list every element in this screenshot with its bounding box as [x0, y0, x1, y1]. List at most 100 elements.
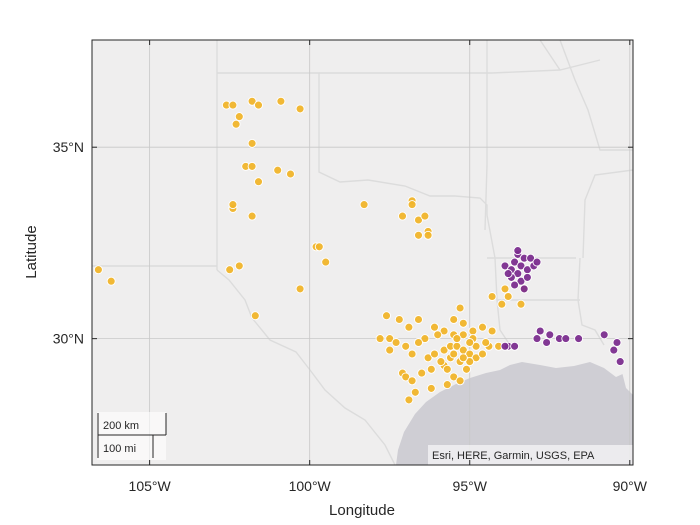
map-point-series-1[interactable] [417, 368, 427, 378]
map-point-series-1[interactable] [225, 265, 235, 275]
map-point-series-1[interactable] [430, 322, 439, 332]
map-point-series-2[interactable] [516, 261, 526, 271]
map-point-series-2[interactable] [561, 334, 571, 344]
map-point-series-2[interactable] [535, 326, 545, 336]
map-point-series-1[interactable] [228, 200, 238, 210]
map-point-series-1[interactable] [455, 376, 465, 386]
map-point-series-1[interactable] [487, 292, 497, 301]
map-point-series-1[interactable] [407, 200, 417, 210]
map-point-series-1[interactable] [433, 330, 443, 340]
map-point-series-2[interactable] [545, 330, 555, 340]
map-point-series-1[interactable] [401, 341, 411, 351]
map-point-series-1[interactable] [404, 395, 414, 405]
map-point-series-1[interactable] [468, 326, 478, 336]
map-point-series-2[interactable] [599, 330, 609, 340]
map-point-series-2[interactable] [510, 341, 520, 351]
map-point-series-1[interactable] [430, 349, 439, 359]
map-point-series-1[interactable] [359, 200, 369, 210]
map-point-series-1[interactable] [276, 96, 286, 106]
map-point-series-1[interactable] [449, 315, 459, 324]
map-point-series-2[interactable] [516, 276, 526, 286]
map-point-series-1[interactable] [516, 299, 526, 309]
map-point-series-2[interactable] [532, 257, 542, 267]
map-point-series-1[interactable] [465, 357, 475, 367]
map-point-series-2[interactable] [503, 269, 513, 279]
map-point-series-2[interactable] [513, 269, 523, 279]
map-point-series-1[interactable] [254, 100, 263, 110]
map-point-series-1[interactable] [231, 119, 241, 129]
map-point-series-1[interactable] [462, 364, 471, 374]
map-point-series-1[interactable] [458, 353, 468, 363]
map-point-series-1[interactable] [295, 104, 305, 114]
map-point-series-2[interactable] [574, 334, 584, 344]
map-point-series-1[interactable] [106, 276, 116, 286]
map-point-series-2[interactable] [510, 280, 520, 290]
map-point-series-1[interactable] [503, 292, 513, 301]
map-point-series-1[interactable] [478, 322, 487, 332]
map-point-series-1[interactable] [414, 315, 423, 324]
map-point-series-1[interactable] [314, 242, 324, 252]
map-point-series-1[interactable] [375, 334, 385, 344]
map-point-series-1[interactable] [423, 353, 433, 363]
map-point-series-1[interactable] [391, 338, 401, 347]
map-point-series-1[interactable] [407, 349, 417, 359]
map-point-series-1[interactable] [487, 326, 497, 336]
map-point-series-1[interactable] [398, 211, 407, 221]
map-point-series-1[interactable] [442, 380, 452, 390]
map-point-series-1[interactable] [410, 387, 420, 397]
map-point-series-2[interactable] [510, 257, 520, 267]
map-point-series-1[interactable] [414, 338, 423, 347]
map-point-series-1[interactable] [385, 345, 395, 355]
map-point-series-1[interactable] [497, 299, 507, 309]
map-point-series-1[interactable] [449, 372, 459, 382]
map-point-series-1[interactable] [465, 338, 475, 347]
map-point-series-1[interactable] [414, 230, 423, 240]
map-point-series-2[interactable] [522, 272, 532, 282]
map-point-series-1[interactable] [247, 96, 257, 106]
map-point-series-2[interactable] [609, 345, 619, 355]
map-point-series-1[interactable] [442, 364, 452, 374]
map-point-series-2[interactable] [532, 334, 542, 344]
map-point-series-1[interactable] [471, 353, 481, 363]
map-point-series-1[interactable] [382, 311, 391, 321]
map-point-series-1[interactable] [404, 322, 414, 332]
map-point-series-1[interactable] [286, 169, 295, 179]
map-point-series-2[interactable] [519, 284, 529, 294]
map-point-series-1[interactable] [420, 334, 430, 344]
map-point-series-1[interactable] [247, 138, 257, 148]
map-point-series-1[interactable] [407, 376, 417, 386]
map-point-series-1[interactable] [93, 265, 103, 275]
map-point-series-1[interactable] [385, 334, 395, 344]
map-point-series-1[interactable] [254, 177, 263, 187]
map-point-series-1[interactable] [458, 330, 468, 340]
map-point-series-1[interactable] [478, 349, 487, 359]
map-point-series-1[interactable] [449, 349, 459, 359]
map-point-series-1[interactable] [228, 100, 238, 110]
map-point-series-1[interactable] [455, 303, 465, 313]
map-point-series-2[interactable] [513, 246, 523, 256]
map-point-series-1[interactable] [250, 311, 260, 321]
map-point-series-1[interactable] [423, 230, 433, 240]
map-point-series-2[interactable] [612, 338, 622, 347]
map-point-series-1[interactable] [295, 284, 305, 294]
map-point-series-1[interactable] [458, 318, 468, 328]
map-point-series-1[interactable] [439, 326, 449, 336]
map-point-series-1[interactable] [321, 257, 331, 267]
map-point-series-2[interactable] [526, 253, 536, 263]
map-point-series-1[interactable] [426, 383, 436, 393]
map-point-series-1[interactable] [436, 357, 446, 367]
map-point-series-1[interactable] [247, 211, 257, 221]
map-point-series-2[interactable] [542, 338, 552, 347]
map-point-series-2[interactable] [500, 261, 510, 271]
map-point-series-1[interactable] [481, 338, 491, 347]
map-point-series-1[interactable] [420, 211, 430, 221]
map-point-series-1[interactable] [439, 345, 449, 355]
map-point-series-1[interactable] [273, 165, 283, 175]
map-point-series-1[interactable] [452, 334, 462, 344]
map-plot-area[interactable]: 200 km 100 mi Esri, HERE, Garmin, USGS, … [92, 40, 633, 465]
map-point-series-1[interactable] [500, 284, 510, 294]
map-point-series-2[interactable] [500, 341, 510, 351]
map-point-series-1[interactable] [247, 161, 257, 171]
map-point-series-1[interactable] [234, 112, 244, 122]
map-point-series-1[interactable] [471, 341, 481, 351]
